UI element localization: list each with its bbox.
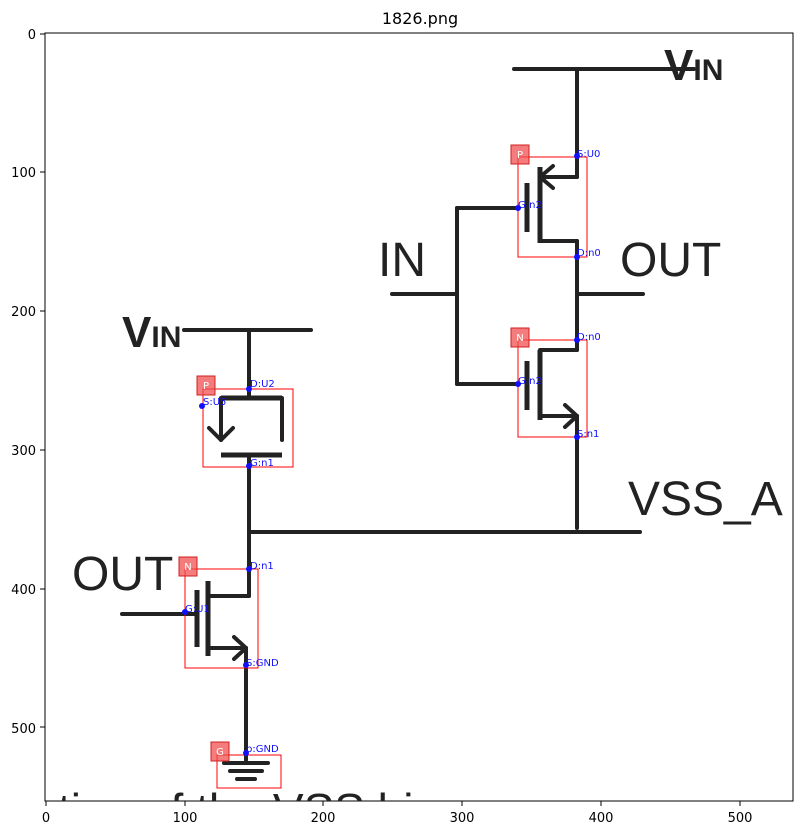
tag-badge	[510, 327, 530, 348]
annotation-g1: G p:GND	[210, 741, 282, 789]
vin-top-label: VIN	[664, 41, 723, 90]
tag-label: N	[184, 562, 191, 573]
left-pmos-arrow	[207, 426, 235, 442]
y-axis: 0 100 200 300 400 500	[11, 28, 45, 737]
pin-label: G:U1	[185, 604, 210, 615]
pin-label: D:n1	[250, 561, 274, 572]
tag-label: G	[216, 747, 224, 758]
pin-label: p:GND	[246, 744, 279, 755]
pin-label: D:U2	[250, 379, 275, 390]
figure-title: 1826.png	[382, 9, 458, 28]
y-tick-label: 100	[11, 166, 36, 181]
pin-dot	[246, 566, 252, 572]
out-right-label: OUT	[620, 234, 721, 287]
pin-label: D:n0	[577, 332, 601, 343]
pin-label: S:n1	[577, 429, 599, 440]
pin-label: D:n0	[577, 248, 601, 259]
x-tick-label: 500	[728, 811, 753, 826]
y-tick-label: 0	[28, 28, 36, 43]
x-tick-label: 200	[311, 811, 336, 826]
in-label: IN	[378, 234, 426, 287]
bbox	[216, 754, 282, 789]
annotation-m2: N D:n0 G:n2 S:n1	[510, 327, 601, 440]
x-tick-label: 300	[450, 811, 475, 826]
tag-badge	[510, 144, 530, 165]
y-tick-label: 300	[11, 444, 36, 459]
vss-label: VSS_A	[628, 473, 783, 526]
x-tick-label: 100	[173, 811, 198, 826]
pin-label: G:n1	[250, 458, 274, 469]
pin-label: S:U5	[203, 397, 226, 408]
tag-badge	[196, 375, 216, 396]
pin-dot	[243, 662, 249, 668]
pin-dot	[199, 403, 205, 409]
pin-dot	[574, 254, 580, 260]
pin-dot	[515, 205, 521, 211]
bbox	[184, 568, 259, 669]
tag-label: N	[516, 333, 523, 344]
pin-dot	[574, 337, 580, 343]
x-tick-label: 400	[589, 811, 614, 826]
annotation-m4: N D:n1 G:U1 S:GND	[178, 556, 279, 669]
out-left-label: OUT	[72, 548, 173, 601]
pin-dot	[574, 153, 580, 159]
bbox	[517, 339, 588, 438]
tag-badge	[210, 741, 230, 762]
axes-frame	[44, 32, 794, 802]
tag-label: P	[517, 150, 523, 161]
pin-dot	[246, 386, 252, 392]
annotation-m3: P D:U2 S:U5 G:n1	[196, 375, 294, 469]
pin-label: G:n2	[518, 376, 542, 387]
pin-label: S:GND	[246, 658, 279, 669]
pin-dot	[515, 381, 521, 387]
x-tick-label: 0	[42, 811, 50, 826]
pin-dot	[182, 609, 188, 615]
bottom-caption-fragment: tion of the VSS bias	[58, 784, 462, 836]
y-tick-label: 400	[11, 583, 36, 598]
pin-dot	[243, 750, 249, 756]
x-axis: 0 100 200 300 400 500	[42, 801, 753, 826]
vin-left-label: VIN	[122, 308, 181, 357]
tag-label: P	[203, 381, 209, 392]
y-tick-label: 500	[11, 722, 36, 737]
y-tick-label: 200	[11, 305, 36, 320]
pin-dot	[246, 463, 252, 469]
pin-label: G:n2	[518, 200, 542, 211]
annotation-m1: P S:U0 G:n2 D:n0	[510, 144, 601, 260]
pin-dot	[574, 434, 580, 440]
tag-badge	[178, 556, 198, 577]
pin-label: S:U0	[577, 149, 600, 160]
